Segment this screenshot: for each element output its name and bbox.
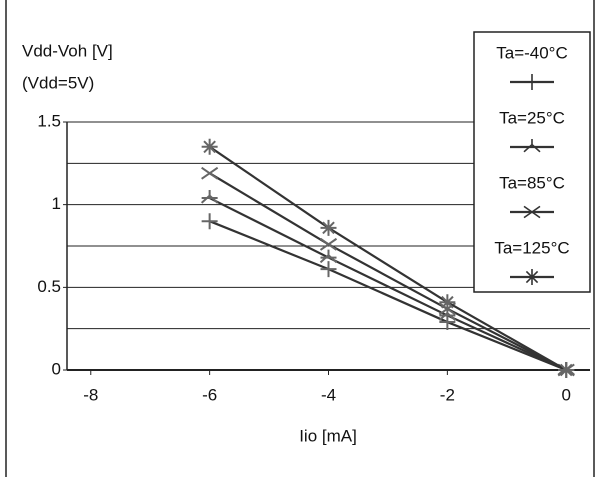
x-tick-label: -8 xyxy=(83,385,98,404)
y-tick-label: 1 xyxy=(52,194,61,213)
data-point xyxy=(201,138,218,155)
data-point xyxy=(201,166,219,180)
series-line xyxy=(209,220,567,372)
y-axis-label: (Vdd=5V) xyxy=(22,73,94,92)
y-tick-label: 1.5 xyxy=(37,111,61,130)
series-line xyxy=(209,145,567,371)
series-line xyxy=(209,197,567,371)
data-point xyxy=(320,261,337,278)
x-tick-label: -6 xyxy=(202,385,217,404)
data-point xyxy=(558,362,575,378)
legend-marker xyxy=(523,205,541,219)
x-tick-label: -2 xyxy=(440,385,455,404)
data-point xyxy=(319,237,338,251)
y-tick-label: 0 xyxy=(52,359,61,378)
data-point xyxy=(439,314,456,331)
x-tick-label: -4 xyxy=(321,385,336,404)
legend-marker xyxy=(524,74,540,90)
legend-label: Ta=25°C xyxy=(499,108,565,127)
legend-label: Ta=-40°C xyxy=(496,43,568,62)
y-axis-label: Vdd-Voh [V] xyxy=(22,41,113,60)
data-point xyxy=(319,249,338,264)
x-tick-label: 0 xyxy=(561,385,570,404)
x-axis-label: Iio [mA] xyxy=(299,426,357,445)
data-point xyxy=(320,219,337,236)
legend-marker xyxy=(523,139,541,153)
data-point xyxy=(201,213,218,230)
y-tick-label: 0.5 xyxy=(37,277,61,296)
data-point xyxy=(200,190,219,204)
legend-label: Ta=85°C xyxy=(499,173,565,192)
legend-marker xyxy=(524,269,540,285)
legend-label: Ta=125°C xyxy=(494,238,569,257)
frame xyxy=(5,0,595,482)
series-line xyxy=(209,172,567,371)
data-point xyxy=(439,294,456,311)
